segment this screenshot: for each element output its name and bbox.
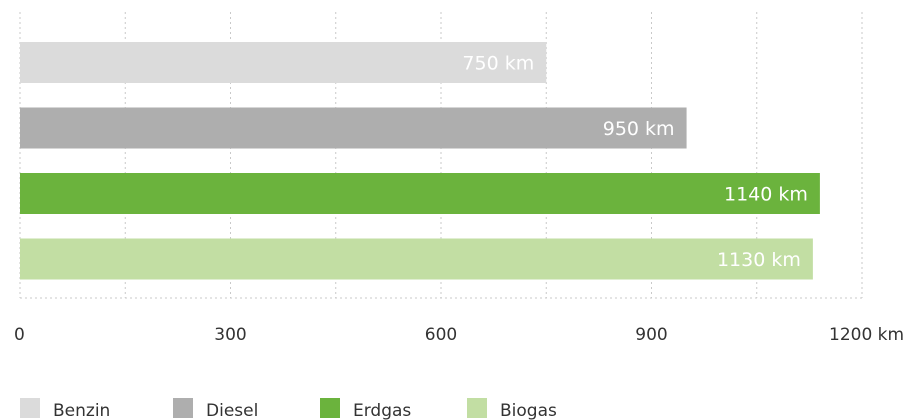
legend-label-erdgas: Erdgas	[353, 401, 411, 420]
bar-diesel	[20, 107, 687, 149]
legend-label-biogas: Biogas	[500, 401, 557, 420]
bar-value-label: 750 km	[462, 53, 534, 75]
bar-benzin	[20, 42, 547, 83]
x-tick-label: 900	[635, 325, 667, 345]
x-tick-label: 300	[214, 325, 246, 345]
legend: Benzin Diesel Erdgas Biogas	[20, 398, 557, 420]
x-axis: 0 300 600 900 1200 km	[14, 297, 904, 345]
x-tick-label: 600	[425, 325, 457, 345]
legend-label-benzin: Benzin	[53, 401, 110, 420]
bar-erdgas	[20, 173, 820, 214]
bar-layer: 750 km 950 km 1140 km 1130 km	[20, 42, 820, 280]
legend-swatch-benzin	[20, 398, 40, 418]
legend-label-diesel: Diesel	[206, 401, 258, 420]
bar-value-label: 950 km	[603, 118, 675, 140]
legend-swatch-diesel	[173, 398, 193, 418]
x-tick-label: 0	[14, 325, 25, 345]
bar-value-label: 1140 km	[724, 184, 808, 206]
legend-swatch-biogas	[467, 398, 487, 418]
bar-biogas	[20, 238, 813, 280]
legend-swatch-erdgas	[320, 398, 340, 418]
bar-value-label: 1130 km	[717, 249, 801, 271]
x-tick-label: 1200 km	[829, 325, 904, 345]
